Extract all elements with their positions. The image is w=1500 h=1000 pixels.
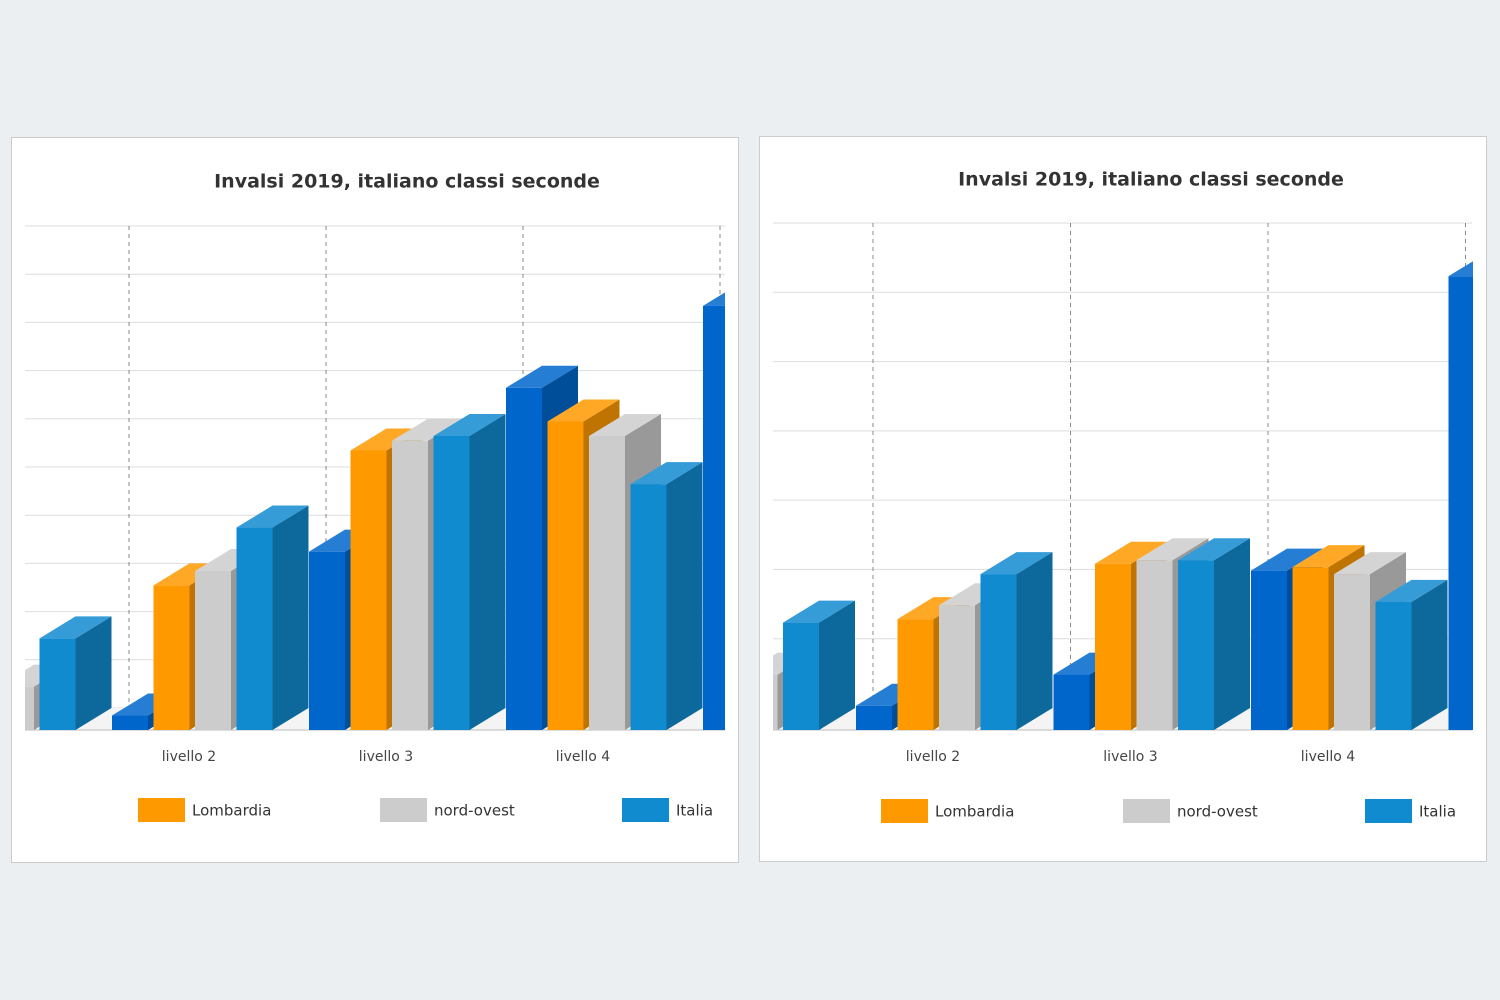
- bar: [547, 421, 584, 730]
- legend-label: Lombardia: [192, 802, 271, 820]
- bar-side: [666, 462, 703, 730]
- legend-label: Italia: [676, 802, 713, 820]
- bar: [783, 622, 819, 730]
- legend-swatch: [881, 799, 928, 823]
- bar-top: [1292, 545, 1365, 568]
- legend-label: Lombardia: [935, 803, 1014, 821]
- bar: [309, 551, 345, 730]
- legend-swatch: [1365, 799, 1412, 823]
- bar: [433, 435, 470, 730]
- bar: [195, 570, 231, 730]
- legend-label: Italia: [1419, 803, 1456, 821]
- plot-area: [25, 225, 725, 731]
- bar-top: [236, 505, 309, 528]
- bar: [153, 585, 190, 730]
- bar: [980, 574, 1017, 730]
- bar: [1292, 567, 1329, 730]
- bar-top: [1251, 548, 1323, 571]
- chart-title: Invalsi 2019, italiano classi seconde: [958, 169, 1344, 191]
- x-tick-label: livello 2: [162, 749, 216, 765]
- chart: Invalsi 2019, italiano classi seconde liv…: [773, 169, 1473, 823]
- legend-label: nord-ovest: [434, 802, 515, 820]
- legend-swatch: [380, 798, 427, 822]
- bar-side: [469, 413, 506, 730]
- bar: [630, 484, 667, 730]
- bar-top: [1136, 538, 1209, 561]
- bar: [236, 527, 273, 730]
- x-tick-label: livello 4: [1301, 749, 1355, 765]
- bar: [392, 440, 428, 730]
- bar: [506, 387, 542, 730]
- bar-top: [506, 365, 578, 388]
- legend-swatch: [1123, 799, 1170, 823]
- legend-swatch: [622, 798, 669, 822]
- bar: [589, 435, 625, 730]
- legend-swatch: [138, 798, 185, 822]
- bar-top: [1178, 538, 1250, 561]
- x-tick-label: livello 3: [359, 749, 413, 765]
- chart-panel: [759, 136, 1487, 862]
- bar-top: [1334, 552, 1406, 575]
- bar: [350, 450, 387, 730]
- legend: Lombardia nord-ovest Italia: [138, 798, 713, 822]
- bar-side: [819, 600, 855, 730]
- chart-title: Invalsi 2019, italiano classi seconde: [214, 171, 600, 193]
- bar: [1375, 601, 1412, 730]
- bar-top: [589, 413, 661, 436]
- legend-label: nord-ovest: [1177, 803, 1258, 821]
- bar: [1334, 574, 1370, 730]
- bar-top: [39, 616, 112, 639]
- legend: Lombardia nord-ovest Italia: [881, 799, 1456, 823]
- bar-top: [1375, 579, 1448, 602]
- bar-top: [630, 462, 703, 485]
- x-tick-label: livello 2: [906, 749, 960, 765]
- plot-area: [773, 222, 1473, 731]
- bar-top: [703, 292, 725, 306]
- bar-top: [547, 399, 620, 422]
- bar: [1178, 560, 1214, 730]
- x-tick-label: livello 4: [556, 749, 610, 765]
- bar: [1251, 570, 1287, 730]
- bar: [897, 619, 934, 730]
- bar: [112, 715, 148, 730]
- bar: [703, 305, 725, 730]
- bar: [1095, 563, 1131, 730]
- bar-top: [433, 413, 506, 436]
- bar-top: [980, 552, 1053, 575]
- bar: [1053, 674, 1090, 730]
- bar: [25, 686, 34, 730]
- bar: [1448, 276, 1473, 730]
- bar: [856, 705, 892, 730]
- bar-top: [783, 600, 855, 623]
- bar-side: [75, 616, 112, 730]
- bar: [773, 674, 778, 730]
- bar-top: [392, 418, 464, 441]
- chart: Invalsi 2019, italiano classi seconde liv…: [25, 171, 725, 822]
- bar: [39, 638, 76, 730]
- bar-side: [1411, 579, 1448, 730]
- x-tick-label: livello 3: [1103, 749, 1157, 765]
- bar-side: [272, 505, 309, 730]
- bar: [939, 605, 975, 730]
- bar-top: [1448, 261, 1473, 277]
- bar: [1136, 560, 1173, 730]
- bar-side: [1214, 538, 1250, 730]
- bar-top: [1095, 541, 1167, 564]
- bar-side: [1016, 552, 1053, 730]
